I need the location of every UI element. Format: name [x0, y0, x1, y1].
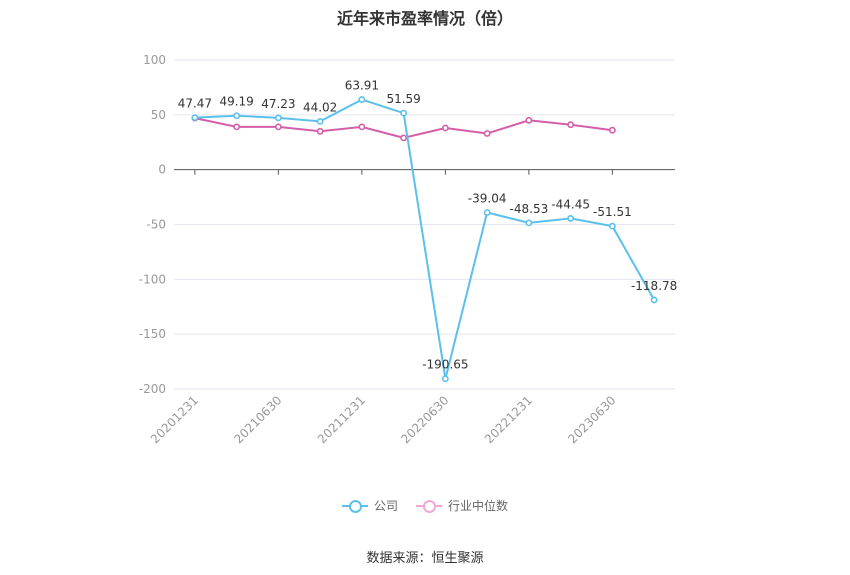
data-label-company: -48.53	[510, 202, 549, 216]
y-tick-label: 50	[151, 108, 166, 122]
legend-industry-marker	[416, 499, 442, 513]
data-label-company: 47.23	[261, 97, 295, 111]
data-label-company: -51.51	[593, 205, 632, 219]
y-tick-label: 100	[143, 53, 166, 67]
data-point-industry-median	[525, 116, 533, 124]
series-lines	[191, 96, 658, 383]
data-point-company	[400, 109, 408, 117]
y-tick-label: 0	[158, 163, 166, 177]
data-label-company: -39.04	[468, 191, 507, 205]
data-point-company	[608, 222, 616, 230]
data-label-company: 49.19	[219, 95, 253, 109]
y-tick-label: -100	[139, 272, 166, 286]
data-point-company	[441, 375, 449, 383]
data-point-industry-median	[316, 127, 324, 135]
legend-company-label: 公司	[373, 499, 398, 513]
data-label-company: 63.91	[345, 79, 379, 93]
x-tick-label: 20201231	[148, 393, 201, 446]
data-point-company	[567, 215, 575, 222]
x-tick-label: 20211231	[315, 393, 368, 446]
data-source-note: 数据来源：恒生聚源	[366, 551, 484, 566]
chart-title: 近年来市盈率情况（倍）	[336, 9, 513, 28]
x-tick-label: 20220630	[398, 393, 451, 446]
grid-lines	[174, 59, 675, 390]
data-point-company	[358, 96, 366, 103]
data-labels: 47.47 49.19 47.23 44.02 63.91 51.59 -190.65 -39…	[178, 79, 678, 372]
data-point-company	[274, 114, 282, 122]
legend-industry-label: 行业中位数	[448, 499, 509, 513]
y-tick-label: -50	[146, 218, 166, 232]
data-point-industry-median	[483, 130, 491, 137]
data-label-company: 44.02	[303, 100, 337, 114]
data-point-company	[650, 296, 658, 304]
series-line-company	[194, 98, 655, 379]
data-point-company	[191, 114, 199, 122]
x-tick-label: 20210630	[231, 393, 284, 446]
x-tick-label: 20230630	[565, 393, 618, 446]
y-tick-label: -150	[139, 327, 166, 341]
data-point-company	[233, 112, 241, 120]
data-label-company: 47.47	[178, 97, 212, 111]
legend-item-industry-median[interactable]: 行业中位数	[416, 497, 508, 514]
data-label-company: -44.45	[551, 197, 590, 211]
data-point-company	[483, 209, 491, 216]
legend-company-marker	[341, 499, 368, 513]
data-label-company: 51.59	[386, 92, 420, 106]
data-point-company	[316, 117, 324, 125]
data-point-company	[525, 219, 533, 227]
legend: 公司 行业中位数	[0, 497, 850, 514]
data-point-industry-median	[400, 134, 408, 142]
data-label-company: -118.78	[631, 279, 677, 293]
legend-item-company[interactable]: 公司	[341, 497, 398, 514]
data-point-industry-median	[233, 123, 241, 131]
data-point-industry-median	[358, 123, 366, 131]
data-label-company: -190.65	[422, 358, 468, 372]
data-point-industry-median	[441, 124, 449, 132]
y-tick-label: -200	[139, 382, 166, 396]
data-point-industry-median	[274, 123, 282, 131]
data-point-industry-median	[567, 121, 575, 129]
x-tick-label: 20221231	[482, 393, 535, 446]
data-point-industry-median	[608, 126, 616, 134]
